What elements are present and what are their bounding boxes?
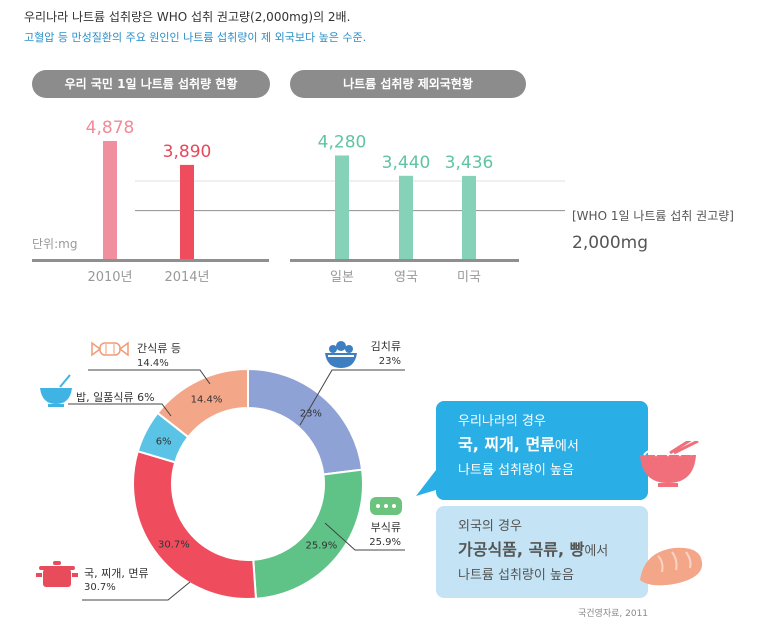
- korea-bubble-line2-rest: 에서: [554, 439, 579, 454]
- unit-label: 단위:mg: [32, 237, 77, 251]
- source-note: 국건영자료, 2011: [578, 609, 649, 619]
- callout-snack-pct: 14.4%: [137, 358, 169, 369]
- domestic-bar-1: [103, 141, 117, 259]
- subheadline: 고혈압 등 만성질환의 주요 원인인 나트륨 섭취량이 제 외국보다 높은 수준…: [24, 31, 367, 44]
- callout-line-snack: [88, 369, 211, 385]
- callout-side-dish-name: 부식류: [371, 521, 401, 534]
- speech-bubble-tail: [416, 470, 436, 496]
- bread-icon: [370, 497, 402, 515]
- abroad-bubble-highlight: 가공식품, 곡류, 빵: [458, 540, 585, 559]
- donut-slice-soup: [132, 449, 258, 600]
- rice-bowl-icon: [40, 374, 72, 407]
- pot-icon: [36, 561, 78, 587]
- domestic-axis: [32, 259, 269, 262]
- foreign-bar-2: [399, 175, 413, 259]
- callout-side-dish-pct: 25.9%: [369, 537, 401, 548]
- callout-soup-pct: 30.7%: [84, 582, 116, 593]
- domestic-chart-title: 우리 국민 1일 나트륨 섭취량 현황: [32, 70, 270, 98]
- foreign-axis: [290, 259, 519, 262]
- korea-bubble-line1: 우리나라의 경우: [458, 414, 546, 429]
- callout-line-rice: [68, 403, 172, 417]
- foreign-value-label-1: 4,280: [318, 132, 367, 152]
- noodle-bowl-icon: [640, 441, 699, 487]
- foreign-chart-title: 나트륨 섭취량 제외국현황: [290, 70, 526, 98]
- foreign-value-label-3: 3,436: [445, 153, 494, 173]
- callout-line-kimchi: [299, 369, 405, 426]
- callout-snack-name: 간식류 등: [137, 342, 181, 355]
- donut-slice-label-rice: 6%: [156, 436, 172, 447]
- abroad-bubble: 외국의 경우 가공식품, 곡류, 빵에서 나트륨 섭취량이 높음: [436, 506, 703, 598]
- korea-bubble-line3: 나트륨 섭취량이 높음: [458, 463, 574, 478]
- callout-line-side-dish: [324, 522, 405, 551]
- domestic-category-label-2: 2014년: [164, 270, 209, 285]
- foreign-category-label-1: 일본: [330, 270, 354, 285]
- korea-bubble: 우리나라의 경우 국, 찌개, 면류에서 나트륨 섭취량이 높음: [436, 401, 699, 500]
- abroad-bubble-line1: 외국의 경우: [458, 519, 522, 534]
- abroad-bubble-line3: 나트륨 섭취량이 높음: [458, 568, 574, 583]
- abroad-bubble-line2-rest: 에서: [584, 544, 609, 559]
- callout-kimchi-pct: 23%: [379, 356, 401, 367]
- donut-slice-side-dish: [252, 468, 364, 600]
- domestic-value-label-2: 3,890: [163, 142, 212, 162]
- domestic-bar-2: [180, 164, 194, 259]
- donut-slice-label-kimchi: 23%: [300, 409, 322, 420]
- candy-icon: [91, 341, 129, 357]
- foreign-value-label-2: 3,440: [382, 153, 431, 173]
- donut-slice-label-side-dish: 25.9%: [305, 540, 337, 551]
- who-reference-label: [WHO 1일 나트륨 섭취 권고량]: [572, 209, 734, 223]
- foreign-category-label-2: 영국: [394, 270, 418, 285]
- donut-slice-kimchi: [247, 367, 364, 476]
- bowl-icon: [325, 341, 357, 368]
- donut-slice-label-soup: 30.7%: [158, 539, 190, 550]
- foreign-category-label-3: 미국: [457, 270, 481, 285]
- callout-soup-name: 국, 찌개, 면류: [84, 567, 149, 580]
- donut-slice-snack: [156, 367, 249, 439]
- domestic-category-label-1: 2010년: [87, 270, 132, 285]
- who-reference-value: 2,000mg: [572, 233, 648, 253]
- callout-rice-name: 밥, 일품식류 6%: [76, 390, 155, 404]
- foreign-bar-1: [335, 155, 349, 259]
- bread-loaf-icon: [640, 547, 703, 586]
- korea-bubble-highlight: 국, 찌개, 면류: [458, 435, 555, 454]
- callout-line-soup: [82, 581, 191, 601]
- headline: 우리나라 나트륨 섭취량은 WHO 섭취 권고량(2,000mg)의 2배.: [24, 10, 351, 24]
- donut-slice-label-snack: 14.4%: [191, 395, 223, 406]
- foreign-bar-3: [462, 175, 476, 259]
- domestic-value-label-1: 4,878: [86, 118, 135, 138]
- callout-kimchi-name: 김치류: [371, 340, 401, 353]
